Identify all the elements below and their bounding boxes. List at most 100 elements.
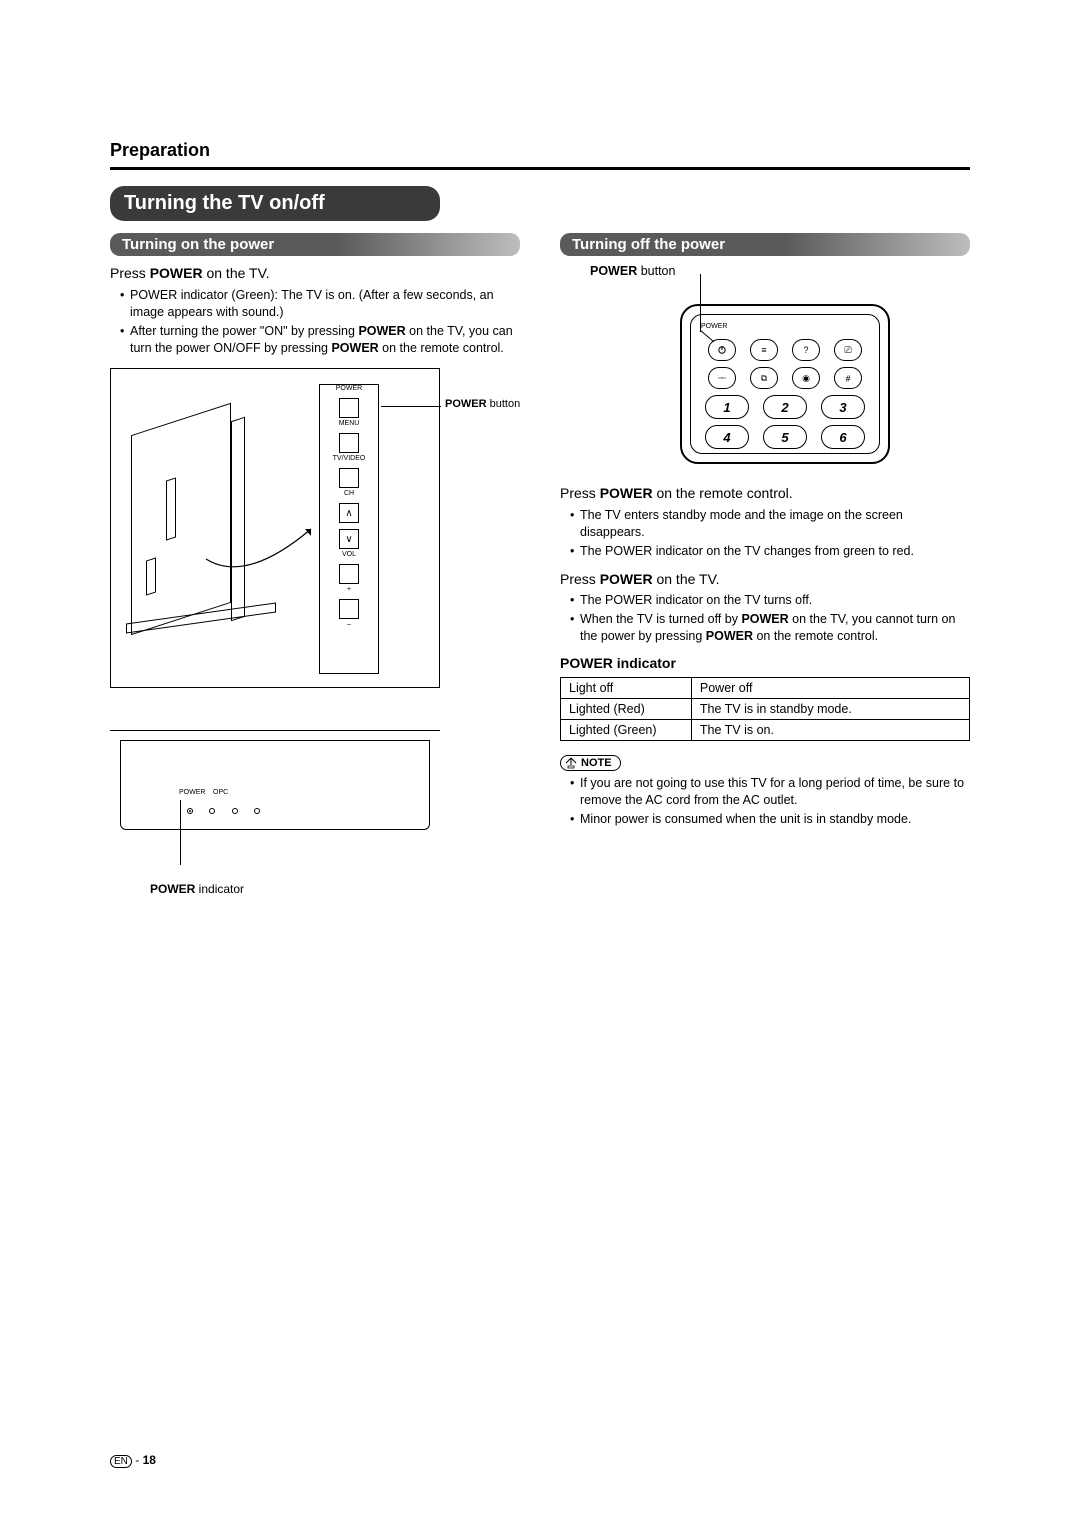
label: – bbox=[320, 621, 378, 628]
vol-up-button-icon bbox=[339, 564, 359, 584]
text-bold: POWER bbox=[600, 485, 653, 501]
text: on the remote control. bbox=[753, 629, 878, 643]
remote-button-icon: ▫▫▫ bbox=[708, 367, 736, 389]
note-list: If you are not going to use this TV for … bbox=[560, 775, 970, 828]
text-bold: POWER bbox=[741, 612, 788, 626]
label: POWER bbox=[701, 323, 727, 330]
label: POWER bbox=[320, 385, 378, 392]
power-indicator-callout: POWER indicator bbox=[150, 882, 520, 896]
list-item: POWER indicator (Green): The TV is on. (… bbox=[120, 287, 520, 321]
tv-body-illustration bbox=[126, 389, 276, 639]
list-item: The TV enters standby mode and the image… bbox=[570, 507, 970, 541]
label: CH bbox=[320, 490, 378, 497]
remote-num-button-icon: 1 bbox=[705, 395, 749, 419]
press-power-remote-line: Press POWER on the remote control. bbox=[560, 484, 970, 503]
remote-button-icon: ◉ bbox=[792, 367, 820, 389]
text: on the TV. bbox=[203, 265, 270, 281]
label: POWER bbox=[179, 789, 205, 796]
led-icon bbox=[232, 808, 238, 814]
table-cell: The TV is in standby mode. bbox=[691, 699, 969, 720]
list-item: Minor power is consumed when the unit is… bbox=[570, 811, 970, 828]
text-bold: POWER bbox=[150, 265, 203, 281]
text: After turning the power "ON" by pressing bbox=[130, 324, 358, 338]
subheading-turning-off: Turning off the power bbox=[560, 233, 970, 256]
text-bold: POWER bbox=[150, 882, 195, 896]
page-number: 18 bbox=[143, 1453, 156, 1467]
led-row bbox=[181, 801, 266, 819]
text-bold: POWER bbox=[445, 398, 487, 410]
power-led-icon bbox=[187, 808, 193, 814]
remote-num-button-icon: 5 bbox=[763, 425, 807, 449]
note-badge: NOTE bbox=[560, 755, 621, 771]
text-bold: POWER bbox=[358, 324, 405, 338]
remote-power-button-icon bbox=[708, 339, 736, 361]
remote-num-button-icon: 6 bbox=[821, 425, 865, 449]
text: on the remote control. bbox=[653, 485, 793, 501]
ch-up-button-icon: ∧ bbox=[339, 503, 359, 523]
text: indicator bbox=[195, 882, 244, 896]
text: button bbox=[487, 398, 521, 410]
vol-down-button-icon bbox=[339, 599, 359, 619]
two-column-layout: Turning on the power Press POWER on the … bbox=[110, 233, 970, 896]
table-cell: Power off bbox=[691, 678, 969, 699]
leader-line bbox=[381, 406, 441, 407]
indicator-heading: POWER indicator bbox=[560, 655, 970, 671]
remote-body: POWER ≡ ? ⎚ ▫▫▫ ⧉ ◉ ⧣ bbox=[680, 304, 890, 464]
section-title: Preparation bbox=[110, 140, 970, 161]
list-item: After turning the power "ON" by pressing… bbox=[120, 323, 520, 357]
note-label: NOTE bbox=[581, 757, 612, 769]
remote-num-button-icon: 3 bbox=[821, 395, 865, 419]
text-bold: POWER bbox=[706, 629, 753, 643]
power-button-icon bbox=[339, 398, 359, 418]
lang-badge: EN bbox=[110, 1455, 132, 1468]
press-power-tv-line: Press POWER on the TV. bbox=[110, 264, 520, 283]
label: + bbox=[320, 586, 378, 593]
table-cell: The TV is on. bbox=[691, 720, 969, 741]
bullet-list: The POWER indicator on the TV turns off.… bbox=[560, 592, 970, 645]
remote-button-icon: ⎚ bbox=[834, 339, 862, 361]
text-bold: POWER bbox=[590, 264, 637, 278]
subheading-turning-on: Turning on the power bbox=[110, 233, 520, 256]
left-column: Turning on the power Press POWER on the … bbox=[110, 233, 520, 896]
remote-num-button-icon: 2 bbox=[763, 395, 807, 419]
power-button-callout: POWER button bbox=[590, 264, 970, 278]
table-cell: Lighted (Green) bbox=[561, 720, 692, 741]
led-icon bbox=[254, 808, 260, 814]
menu-button-icon bbox=[339, 433, 359, 453]
label: MENU bbox=[320, 420, 378, 427]
ch-down-button-icon: ∨ bbox=[339, 529, 359, 549]
text-bold: POWER bbox=[600, 571, 653, 587]
text: Press bbox=[560, 571, 600, 587]
leader-line bbox=[180, 800, 181, 865]
label: TV/VIDEO bbox=[320, 455, 378, 462]
remote-diagram: POWER ≡ ? ⎚ ▫▫▫ ⧉ ◉ ⧣ bbox=[640, 284, 900, 474]
remote-button-icon: ⧣ bbox=[834, 367, 862, 389]
opc-led-icon bbox=[209, 808, 215, 814]
table-row: Lighted (Green) The TV is on. bbox=[561, 720, 970, 741]
table-cell: Lighted (Red) bbox=[561, 699, 692, 720]
list-item: If you are not going to use this TV for … bbox=[570, 775, 970, 809]
remote-num-button-icon: 4 bbox=[705, 425, 749, 449]
table-row: Lighted (Red) The TV is in standby mode. bbox=[561, 699, 970, 720]
table-row: Light off Power off bbox=[561, 678, 970, 699]
remote-button-icon: ≡ bbox=[750, 339, 778, 361]
tvvideo-button-icon bbox=[339, 468, 359, 488]
main-heading: Turning the TV on/off bbox=[110, 186, 440, 221]
page-footer: EN - 18 bbox=[110, 1453, 156, 1467]
remote-button-icon: ? bbox=[792, 339, 820, 361]
press-power-tv-line: Press POWER on the TV. bbox=[560, 570, 970, 589]
text: Press bbox=[560, 485, 600, 501]
remote-button-icon: ⧉ bbox=[750, 367, 778, 389]
text: - bbox=[132, 1453, 143, 1467]
label: VOL bbox=[320, 551, 378, 558]
front-panel-diagram: POWER OPC bbox=[110, 730, 440, 880]
list-item: The POWER indicator on the TV turns off. bbox=[570, 592, 970, 609]
right-column: Turning off the power POWER button POWER… bbox=[560, 233, 970, 896]
bullet-list: POWER indicator (Green): The TV is on. (… bbox=[110, 287, 520, 357]
tv-diagram: POWER MENU TV/VIDEO CH ∧ ∨ VOL + – bbox=[110, 368, 520, 700]
text: on the TV. bbox=[653, 571, 720, 587]
note-icon bbox=[565, 757, 577, 769]
list-item: The POWER indicator on the TV changes fr… bbox=[570, 543, 970, 560]
text: Press bbox=[110, 265, 150, 281]
arrow-icon bbox=[201, 519, 321, 589]
